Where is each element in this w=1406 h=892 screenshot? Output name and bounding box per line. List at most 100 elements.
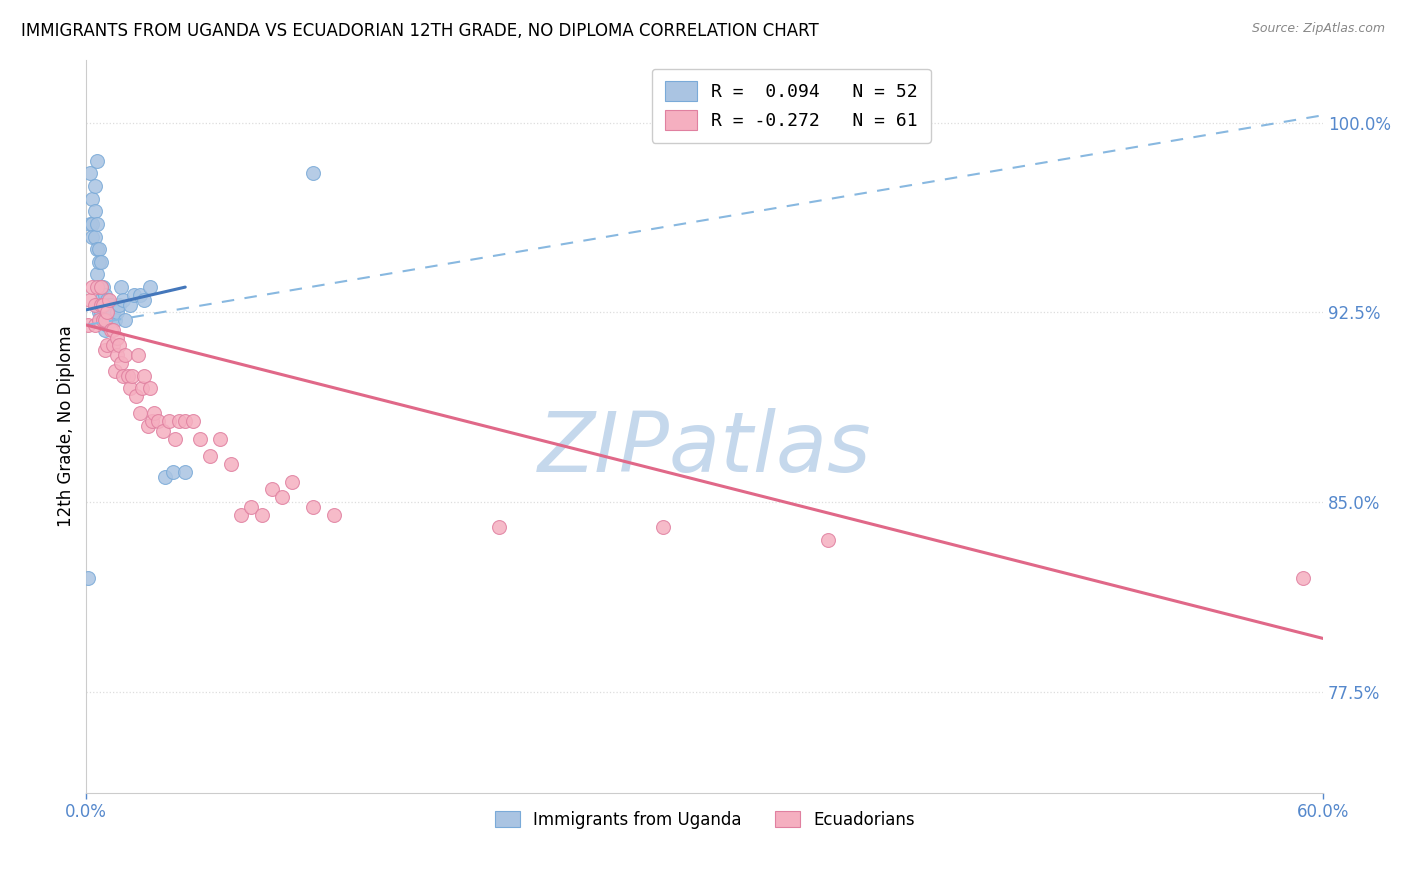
Point (128, 287, 150, 301)
Point (1291, 571, 1313, 585)
Text: IMMIGRANTS FROM UGANDA VS ECUADORIAN 12TH GRADE, NO DIPLOMA CORRELATION CHART: IMMIGRANTS FROM UGANDA VS ECUADORIAN 12T… (21, 22, 818, 40)
Point (132, 293, 155, 307)
Point (167, 414, 190, 428)
Point (86, 268, 108, 282)
Point (86, 153, 108, 168)
Point (188, 432, 211, 446)
Point (91, 313, 114, 327)
Point (86, 242, 108, 256)
Point (652, 520, 675, 534)
Point (141, 414, 163, 428)
Point (162, 465, 184, 479)
Point (90, 280, 112, 294)
Point (90, 255, 112, 269)
Point (94, 313, 117, 327)
Point (94, 323, 117, 337)
Point (114, 313, 136, 327)
Text: ZIPatlas: ZIPatlas (538, 408, 872, 489)
Point (101, 323, 124, 337)
Point (77, 318, 100, 332)
Point (157, 414, 180, 428)
Text: Source: ZipAtlas.com: Source: ZipAtlas.com (1251, 22, 1385, 36)
Point (82, 280, 104, 294)
Point (127, 348, 149, 362)
Point (87, 313, 110, 327)
Point (229, 508, 252, 522)
Point (94, 298, 117, 312)
Point (90, 280, 112, 294)
Point (87, 255, 110, 269)
Point (82, 229, 104, 244)
Y-axis label: 12th Grade, No Diploma: 12th Grade, No Diploma (58, 326, 75, 527)
Point (219, 457, 242, 471)
Point (98, 298, 121, 312)
Legend: Immigrants from Uganda, Ecuadorians: Immigrants from Uganda, Ecuadorians (488, 805, 921, 836)
Point (101, 338, 124, 352)
Point (105, 331, 128, 345)
Point (152, 424, 174, 438)
Point (101, 305, 124, 319)
Point (198, 450, 221, 464)
Point (87, 305, 110, 319)
Point (87, 242, 110, 256)
Point (91, 313, 114, 327)
Point (112, 368, 135, 383)
Point (163, 432, 186, 446)
Point (110, 280, 132, 294)
Point (139, 381, 162, 395)
Point (79, 217, 101, 231)
Point (281, 475, 304, 489)
Point (90, 305, 112, 319)
Point (183, 414, 205, 428)
Point (104, 313, 127, 327)
Point (96, 293, 118, 307)
Point (79, 293, 101, 307)
Point (122, 287, 145, 301)
Point (118, 381, 141, 395)
Point (250, 508, 273, 522)
Point (209, 432, 232, 446)
Point (128, 407, 150, 421)
Point (105, 305, 128, 319)
Point (114, 348, 136, 362)
Point (118, 298, 141, 312)
Point (139, 280, 162, 294)
Point (302, 500, 325, 514)
Point (83, 179, 105, 194)
Point (79, 166, 101, 180)
Point (91, 298, 114, 312)
Point (108, 298, 131, 312)
Point (260, 483, 283, 497)
Point (91, 280, 114, 294)
Point (100, 323, 122, 337)
Point (125, 389, 148, 403)
Point (82, 192, 104, 206)
Point (110, 356, 132, 370)
Point (108, 338, 131, 352)
Point (94, 343, 117, 358)
Point (90, 298, 112, 312)
Point (112, 293, 135, 307)
Point (104, 363, 127, 377)
Point (96, 318, 118, 332)
Point (143, 407, 166, 421)
Point (90, 293, 112, 307)
Point (132, 368, 155, 383)
Point (105, 348, 128, 362)
Point (98, 313, 121, 327)
Point (77, 571, 100, 585)
Point (86, 280, 108, 294)
Point (91, 298, 114, 312)
Point (94, 287, 117, 301)
Point (488, 520, 510, 534)
Point (96, 338, 118, 352)
Point (174, 465, 197, 479)
Point (87, 280, 110, 294)
Point (96, 305, 118, 319)
Point (96, 305, 118, 319)
Point (98, 293, 121, 307)
Point (83, 318, 105, 332)
Point (83, 229, 105, 244)
Point (94, 313, 117, 327)
Point (82, 217, 104, 231)
